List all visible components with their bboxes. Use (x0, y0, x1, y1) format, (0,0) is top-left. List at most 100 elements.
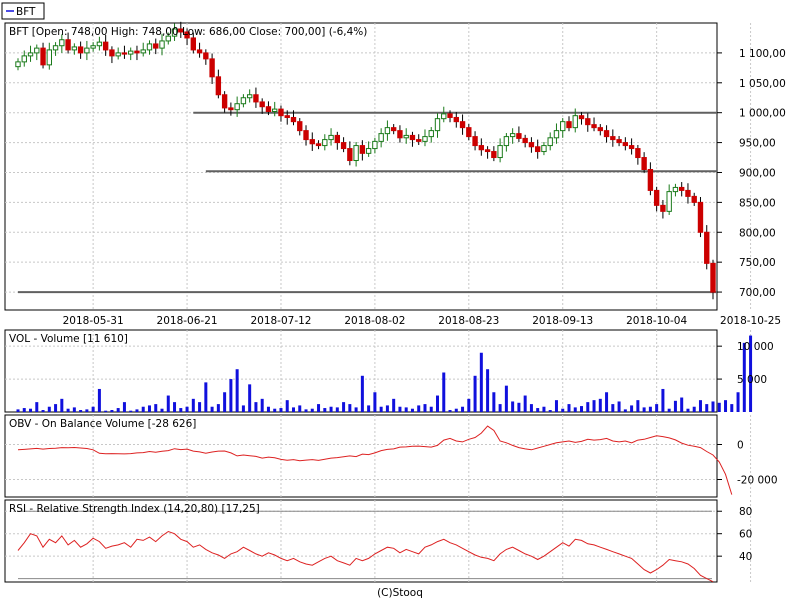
candle-down (102, 41, 109, 51)
volume-bar (291, 407, 295, 412)
candle-up (378, 133, 384, 142)
volume-bar (448, 410, 452, 412)
volume-bar (304, 409, 308, 412)
rsi-y-ticks: 40 60 80 (717, 506, 752, 563)
candle-down (347, 148, 353, 162)
volume-bar (717, 402, 721, 412)
volume-bar (104, 410, 108, 412)
volume-bar (385, 405, 389, 412)
y-tick-label: 60 (739, 529, 752, 541)
volume-title: VOL - Volume [11 610] (9, 333, 128, 345)
volume-bar (216, 404, 220, 412)
x-tick-label: 2018-06-21 (157, 315, 218, 327)
volume-bar (373, 392, 377, 412)
y-tick-label: 40 (739, 551, 752, 563)
volume-bar (404, 407, 408, 412)
x-tick-label: 2018-08-02 (344, 315, 405, 327)
rsi-levels (18, 510, 712, 580)
volume-bar (323, 408, 327, 412)
volume-bar (354, 407, 358, 412)
candle-up (84, 47, 90, 54)
volume-y-ticks: 5 000 10 000 (717, 341, 774, 386)
volume-bar (210, 406, 214, 412)
y-tick-label: 10 000 (737, 341, 774, 353)
volume-bar (467, 398, 471, 412)
volume-bar (724, 400, 728, 412)
candle-down (491, 151, 497, 159)
y-tick-label: 750,00 (739, 257, 776, 269)
volume-bar (436, 395, 440, 412)
volume-bar (473, 375, 477, 412)
candle-down (253, 94, 259, 103)
volume-bar (417, 405, 421, 412)
candle-down (603, 130, 610, 138)
volume-bar (442, 372, 446, 412)
volume-bar (423, 404, 427, 412)
volume-bar (173, 402, 177, 412)
volume-bar (548, 410, 552, 412)
candle-down (534, 146, 541, 153)
candle-down (265, 106, 272, 112)
candle-up (434, 118, 441, 132)
candle-down (528, 142, 535, 148)
volume-bar (410, 408, 414, 412)
candle-up (59, 39, 65, 47)
candle-down (679, 186, 685, 191)
candle-up (365, 148, 372, 154)
volume-bar (680, 397, 684, 412)
volume-bar (97, 388, 101, 412)
volume-bar (79, 410, 83, 412)
candle-up (128, 50, 134, 55)
volume-bar (66, 408, 70, 412)
volume-bar (698, 400, 702, 412)
volume-bar (204, 382, 208, 412)
candle-down (685, 189, 691, 197)
y-tick-label: 1 000,00 (739, 108, 786, 120)
price-title: BFT [Open: 748,00 High: 748,00 Low: 686,… (9, 26, 367, 38)
candle-up (322, 139, 328, 147)
candle-down (591, 124, 597, 129)
candle-up (115, 52, 121, 57)
candle-down (203, 52, 209, 60)
candle-down (484, 149, 491, 153)
x-tick-label: 2018-09-13 (532, 315, 593, 327)
price-panel-frame (4, 22, 718, 311)
candle-down (178, 28, 184, 33)
price-grid (5, 23, 752, 310)
obv-y-ticks: -20 000 0 (717, 440, 778, 487)
volume-bar (141, 406, 145, 412)
y-tick-label: 1 050,00 (739, 78, 786, 90)
volume-bar (310, 408, 314, 412)
volume-bar (35, 402, 39, 412)
candle-down (622, 142, 629, 147)
volume-bar (749, 335, 753, 412)
candle-up (541, 145, 547, 153)
candle-up (547, 137, 553, 147)
candle-down (585, 118, 591, 126)
volume-bar (185, 406, 189, 412)
candle-up (159, 40, 165, 49)
volume-bar (241, 405, 245, 412)
candle-down (704, 231, 710, 264)
y-tick-label: 900,00 (739, 167, 776, 179)
price-candles (15, 21, 716, 300)
volume-bar (16, 409, 20, 412)
candle-down (578, 115, 585, 120)
candle-up (246, 94, 253, 99)
volume-bar (41, 410, 45, 412)
candle-down (647, 168, 654, 191)
volume-bar (730, 404, 734, 412)
y-tick-label: 950,00 (739, 138, 776, 150)
volume-bar (160, 408, 164, 412)
volume-bar (617, 401, 621, 412)
candle-down (478, 145, 485, 151)
candle-down (653, 189, 660, 206)
volume-bar (129, 410, 133, 412)
volume-bar (248, 384, 252, 412)
candle-down (109, 49, 115, 57)
candle-down (610, 136, 616, 141)
rsi-title: RSI - Relative Strength Index (14,20,80)… (9, 503, 260, 515)
legend-tag: BFT (1, 2, 45, 20)
x-axis-ticks: 2018-05-31 2018-06-21 2018-07-12 2018-08-02… (63, 315, 781, 327)
candle-down (466, 127, 472, 138)
